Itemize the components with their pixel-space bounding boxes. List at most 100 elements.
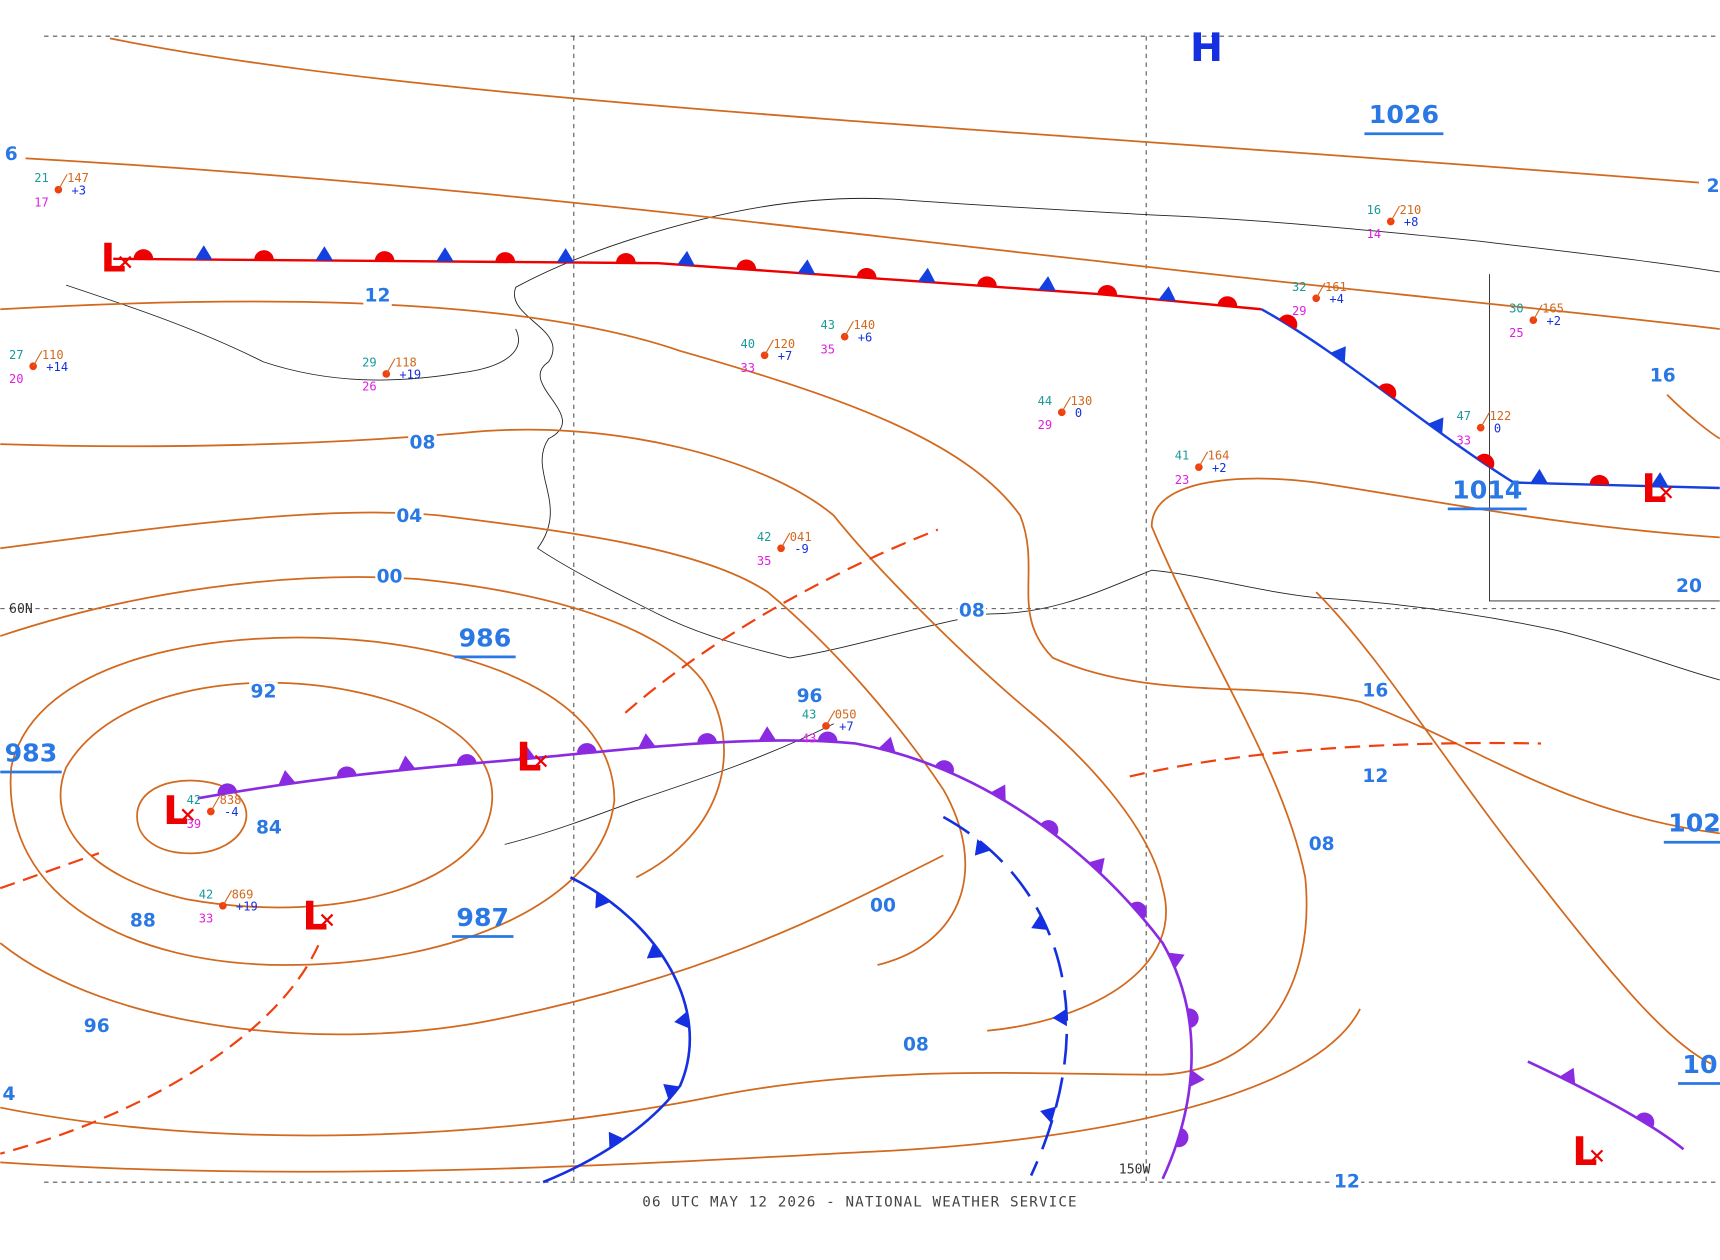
temperature: 16 bbox=[1367, 203, 1382, 217]
footer: 06 UTC MAY 12 2026 - NATIONAL WEATHER SE… bbox=[642, 1194, 1077, 1210]
label-bg bbox=[1361, 680, 1390, 701]
front-symbol bbox=[1279, 314, 1298, 330]
front-symbol bbox=[1040, 820, 1059, 836]
isobars bbox=[0, 37, 1720, 1173]
wind-barb bbox=[1480, 412, 1490, 428]
wind-barb bbox=[825, 710, 836, 727]
front-symbol bbox=[608, 1131, 625, 1149]
station-plot: 40 120 33 +7 bbox=[740, 337, 795, 375]
front-symbol bbox=[1636, 1112, 1655, 1128]
tendency: +2 bbox=[1546, 314, 1561, 328]
dewpoint: 33 bbox=[199, 911, 214, 925]
low-x bbox=[534, 754, 548, 768]
front-symbol bbox=[1559, 1067, 1576, 1085]
front-symbol bbox=[315, 246, 334, 261]
front-symbol bbox=[1097, 285, 1118, 296]
temperature: 21 bbox=[34, 171, 49, 185]
front-symbol bbox=[697, 733, 717, 744]
front-symbol bbox=[990, 784, 1006, 802]
tendency: +7 bbox=[778, 349, 793, 363]
isobar-label: 08 bbox=[409, 433, 435, 454]
front-symbol bbox=[254, 250, 274, 261]
temperature: 32 bbox=[1292, 280, 1307, 294]
station-plot: 21 147 17 +3 bbox=[34, 171, 89, 209]
dewpoint: 43 bbox=[802, 732, 817, 746]
label-bg bbox=[1332, 1172, 1362, 1193]
dewpoint: 39 bbox=[187, 817, 202, 831]
front-symbol bbox=[1530, 468, 1548, 484]
isobar-label: 84 bbox=[256, 817, 282, 838]
front-symbol bbox=[456, 754, 477, 765]
front-symbol bbox=[1031, 914, 1048, 931]
front-symbol bbox=[1378, 383, 1397, 400]
label-bg bbox=[254, 818, 284, 838]
front-symbol bbox=[974, 839, 991, 856]
wind-barb bbox=[385, 358, 396, 375]
label-bg bbox=[795, 686, 824, 707]
center-pressure: 986 bbox=[459, 623, 512, 652]
wind-barb bbox=[844, 321, 854, 337]
temperature: 42 bbox=[187, 793, 202, 807]
station-plot: 27 110 20 +14 bbox=[9, 348, 68, 386]
isobar-label: 04 bbox=[396, 506, 422, 527]
front-symbol bbox=[758, 726, 777, 741]
tendency: +19 bbox=[236, 899, 258, 913]
isobar-label: 00 bbox=[870, 895, 896, 916]
label-bg bbox=[868, 895, 898, 916]
front-symbol bbox=[1330, 346, 1346, 363]
front-symbol bbox=[638, 733, 656, 749]
front-symbol bbox=[817, 731, 838, 742]
wind-barb bbox=[1315, 282, 1326, 299]
dewpoint: 20 bbox=[9, 372, 24, 386]
front-symbol bbox=[977, 276, 997, 287]
wind-barb bbox=[1532, 304, 1543, 321]
front-symbol bbox=[495, 252, 516, 263]
label-bg bbox=[249, 682, 278, 702]
wind-barb bbox=[1061, 396, 1072, 413]
dewpoint: 14 bbox=[1367, 227, 1382, 241]
temperature: 43 bbox=[802, 707, 817, 721]
low-x bbox=[119, 255, 132, 269]
temperature: 44 bbox=[1038, 394, 1053, 408]
dewpoint: 35 bbox=[757, 554, 772, 568]
front-symbol bbox=[1175, 1127, 1189, 1148]
isobar-label: 96 bbox=[84, 1016, 110, 1037]
station-plot: 29 118 26 +19 bbox=[362, 355, 421, 393]
center-pressure: 102 bbox=[1668, 809, 1720, 838]
wind-barb bbox=[780, 532, 791, 549]
label-bg bbox=[901, 1035, 931, 1055]
label-bg bbox=[375, 566, 404, 587]
front-symbol bbox=[1040, 1106, 1057, 1124]
label-bg bbox=[1307, 834, 1336, 855]
label-bg bbox=[408, 433, 437, 453]
temperature: 30 bbox=[1509, 302, 1524, 316]
wind-barb bbox=[32, 350, 43, 367]
station-plot: 41 164 23 +2 bbox=[1175, 449, 1230, 487]
front-symbol bbox=[1476, 453, 1495, 470]
pressure: 165 bbox=[1542, 302, 1564, 316]
front-symbol bbox=[1052, 1008, 1067, 1027]
front-symbol bbox=[133, 249, 154, 260]
station-plot: 42 869 33 +19 bbox=[199, 887, 258, 925]
isobar-label: 08 bbox=[959, 600, 985, 621]
isobar-label: 16 bbox=[1650, 366, 1676, 387]
tendency: +6 bbox=[858, 330, 873, 344]
isobar-label: 4 bbox=[3, 1084, 16, 1105]
label-bg bbox=[363, 286, 392, 306]
front-symbol bbox=[1427, 417, 1444, 435]
label-bg bbox=[82, 1016, 112, 1037]
dewpoint: 23 bbox=[1175, 473, 1190, 487]
front-symbol bbox=[278, 769, 296, 786]
isobar-label: 92 bbox=[250, 681, 276, 702]
front-symbol bbox=[595, 891, 611, 909]
dewpoint: 29 bbox=[1292, 304, 1307, 318]
center-pressure: 10 bbox=[1682, 1050, 1717, 1079]
pressure: 120 bbox=[773, 337, 795, 351]
wind-barb bbox=[1390, 205, 1401, 222]
wind-barb bbox=[1198, 451, 1209, 468]
front-symbol bbox=[1189, 1069, 1205, 1088]
front-symbol bbox=[674, 1011, 690, 1029]
front-symbol bbox=[436, 247, 454, 262]
dewpoint: 25 bbox=[1509, 326, 1524, 340]
